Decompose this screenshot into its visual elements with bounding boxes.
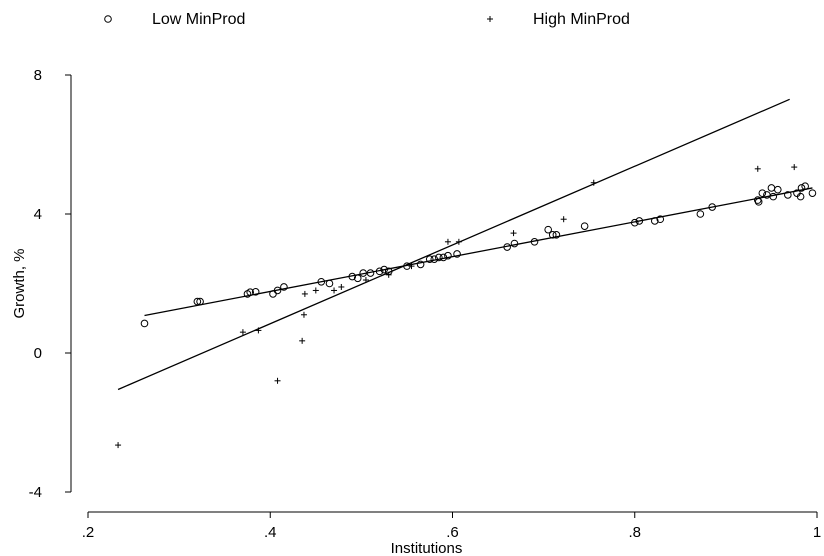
y-axis-title: Growth, %: [11, 248, 28, 318]
fit-line-low-minprod: [144, 187, 813, 317]
data-point: [435, 253, 443, 262]
data-point: [317, 277, 326, 286]
series-low-minprod: [140, 182, 817, 328]
data-point: [273, 286, 282, 295]
y-tick-label: -4: [29, 484, 42, 501]
legend-item-high-minprod: High MinProd: [487, 11, 630, 28]
data-point: [784, 191, 792, 199]
data-point: [510, 230, 517, 237]
legend-item-low-minprod: Low MinProd: [104, 11, 245, 28]
x-tick-label: .4: [264, 524, 277, 541]
data-point: [274, 377, 281, 384]
data-point: [552, 231, 561, 239]
data-point: [251, 288, 260, 296]
data-point: [196, 297, 204, 306]
data-point: [444, 251, 452, 260]
x-tick-label: .8: [628, 524, 641, 541]
data-point: [791, 164, 798, 171]
data-point: [239, 329, 246, 336]
data-point: [754, 165, 761, 172]
axes: -4 0 4 8 .2 .4 .6 .8 1 Institutions Growth, %: [11, 67, 821, 556]
series-high-minprod: [115, 164, 798, 449]
data-point: [246, 288, 255, 296]
data-point: [656, 215, 665, 224]
data-point: [754, 198, 763, 206]
data-point: [708, 203, 717, 211]
data-point: [301, 290, 308, 297]
y-tick-label: 8: [34, 67, 42, 84]
data-point: [300, 311, 307, 318]
data-point: [796, 192, 805, 201]
data-point: [338, 283, 345, 290]
data-point: [808, 189, 817, 197]
data-point: [269, 290, 277, 298]
data-point: [767, 184, 776, 192]
data-point: [380, 265, 388, 274]
data-point: [590, 179, 597, 186]
data-point: [375, 267, 384, 276]
data-point: [416, 260, 425, 269]
data-point: [385, 271, 392, 278]
data-point: [193, 297, 202, 306]
data-point: [353, 274, 362, 283]
data-point: [348, 272, 357, 281]
data-point: [635, 217, 644, 225]
data-point: [366, 269, 375, 277]
y-tick-label: 4: [34, 206, 42, 223]
data-point: [774, 185, 782, 194]
data-point: [444, 238, 451, 245]
data-point: [408, 263, 415, 270]
data-point: [769, 192, 778, 201]
data-point: [510, 239, 519, 248]
fit-lines: [117, 98, 813, 391]
data-point: [560, 216, 567, 223]
data-point: [140, 319, 149, 328]
x-axis-title: Institutions: [391, 540, 463, 556]
data-point: [630, 218, 639, 227]
data-point: [115, 442, 122, 449]
data-point: [331, 287, 338, 294]
x-tick-label: .2: [82, 524, 95, 541]
data-points: [115, 164, 817, 449]
data-point: [580, 222, 589, 230]
data-point: [503, 243, 511, 251]
legend-label: Low MinProd: [152, 11, 245, 28]
data-point: [312, 287, 319, 294]
data-point: [758, 189, 767, 197]
legend-marker: [487, 16, 493, 22]
data-point: [280, 283, 288, 291]
data-point: [548, 231, 557, 239]
y-tick-label: 0: [34, 345, 42, 362]
legend-label: High MinProd: [533, 11, 630, 28]
data-point: [650, 217, 659, 225]
data-point: [455, 238, 462, 245]
data-point: [255, 327, 262, 334]
data-point: [544, 225, 552, 234]
data-point: [801, 182, 809, 190]
legend-marker: [104, 15, 112, 23]
data-point: [359, 269, 367, 277]
data-point: [425, 255, 434, 263]
legend: Low MinProd High MinProd: [104, 11, 630, 28]
x-tick-label: 1: [813, 524, 821, 541]
data-point: [696, 210, 705, 218]
x-tick-label: .6: [446, 524, 459, 541]
data-point: [299, 337, 306, 344]
fit-line-high-minprod: [117, 98, 790, 391]
data-point: [362, 277, 369, 284]
data-point: [325, 279, 334, 288]
data-point: [797, 184, 806, 192]
data-point: [530, 238, 539, 246]
data-point: [453, 250, 461, 258]
data-point: [439, 253, 448, 262]
data-point: [430, 255, 439, 263]
